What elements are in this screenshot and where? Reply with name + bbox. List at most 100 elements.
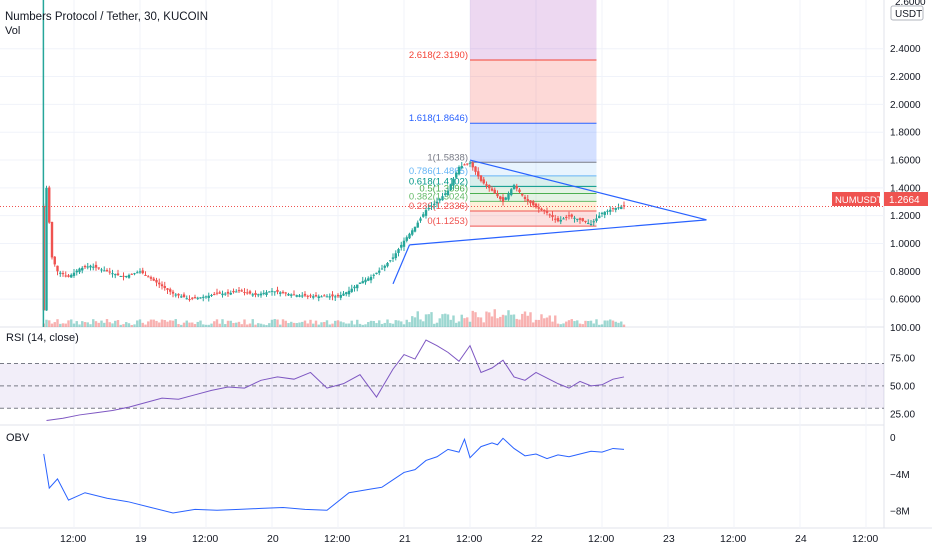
volume-bar [479, 317, 483, 327]
candle-body [240, 290, 243, 292]
fib-level-label: 0.382(1.3024) [409, 191, 468, 202]
candle-body [86, 266, 89, 268]
volume-bar [75, 321, 78, 327]
volume-bar [482, 322, 485, 327]
currency-box[interactable] [890, 5, 924, 21]
candle-body [48, 187, 51, 223]
candle-body [413, 226, 417, 232]
volume-bar [427, 314, 430, 327]
candle-body [180, 296, 183, 298]
candle-body [477, 171, 480, 177]
volume-bar [130, 324, 133, 327]
candle-body [204, 296, 208, 298]
candle-body [237, 290, 241, 292]
candle-body [314, 295, 318, 297]
candle-body [138, 271, 142, 273]
rsi-title: RSI (14, close) [6, 332, 79, 344]
volume-bar [413, 317, 417, 327]
candle-body [141, 270, 144, 274]
volume-bar [587, 320, 590, 327]
candle-body [537, 207, 540, 209]
time-tick-label: 12:00 [60, 533, 86, 545]
candle-body [576, 218, 579, 220]
candle-body [400, 244, 403, 248]
candle-body [424, 210, 428, 216]
volume-bar [92, 319, 95, 327]
candle-body [457, 166, 461, 175]
candle-body [92, 266, 95, 268]
obv-tick-label: −8M [890, 507, 910, 518]
candle-body [372, 274, 375, 276]
volume-bar [276, 319, 279, 327]
candle-body [551, 215, 554, 218]
volume-label: Vol [5, 25, 20, 37]
candle-body [361, 281, 364, 284]
candle-body [595, 218, 598, 221]
time-tick-label: 20 [267, 533, 279, 545]
candle-body [592, 221, 595, 223]
volume-bar [257, 323, 260, 327]
volume-bar [485, 311, 488, 327]
candle-body [298, 295, 301, 297]
volume-bar [204, 324, 208, 327]
volume-bar [452, 315, 455, 327]
currency-label[interactable]: USDT [895, 9, 922, 20]
fibonacci-retracement[interactable]: 0(1.1253)0.236(1.2336)0.382(1.3024)0.5(1… [409, 0, 597, 227]
volume-bar [562, 323, 565, 327]
volume-bar [218, 323, 221, 327]
fib-level-label: 0.5(1.3596) [419, 183, 468, 194]
candle-body [554, 218, 557, 220]
time-tick-label: 23 [663, 533, 675, 545]
candle-body [215, 292, 219, 294]
volume-bar [460, 314, 463, 327]
candle-body [463, 164, 466, 166]
volume-bar [537, 319, 540, 327]
price-tick-label: 2.2000 [890, 72, 921, 83]
price-candles [0, 0, 884, 327]
candle-body [433, 203, 436, 205]
volume-bar [620, 321, 623, 327]
candle-body [273, 291, 276, 293]
volume-bar [279, 324, 282, 327]
candle-body [328, 296, 331, 298]
candle-body [383, 265, 386, 268]
candle-body [136, 272, 139, 274]
candle-body [468, 162, 472, 164]
volume-bar [493, 309, 496, 327]
candle-body [111, 273, 114, 275]
volume-bar [490, 316, 494, 327]
volume-bar [78, 324, 81, 327]
candle-body [364, 279, 367, 283]
volume-bar [529, 312, 532, 327]
candle-body [452, 178, 455, 186]
volume-bar [301, 321, 304, 327]
volume-bar [166, 321, 169, 327]
triangle-pattern[interactable] [392, 159, 707, 285]
volume-bar [133, 324, 136, 327]
volume-bar [262, 324, 265, 327]
candle-body [622, 205, 626, 207]
volume-bar [576, 320, 579, 327]
volume-bar [548, 315, 551, 327]
volume-bar [53, 322, 56, 327]
candle-body [59, 272, 62, 274]
time-tick-label: 12:00 [720, 533, 746, 545]
candle-body [284, 292, 287, 294]
candle-body [246, 292, 249, 294]
fib-band [470, 193, 597, 202]
volume-bar [171, 320, 175, 327]
volume-bar [416, 311, 419, 327]
volume-bar [268, 323, 271, 327]
fib-band [470, 123, 597, 163]
volume-bar [158, 322, 161, 327]
volume-bar [358, 323, 362, 327]
candle-body [479, 175, 483, 181]
candle-body [199, 297, 202, 299]
volume-bar [210, 323, 213, 327]
volume-bar [303, 320, 307, 327]
candle-body [163, 285, 166, 289]
candle-body [389, 260, 392, 262]
candle-body [386, 262, 389, 267]
volume-bar [48, 320, 51, 327]
